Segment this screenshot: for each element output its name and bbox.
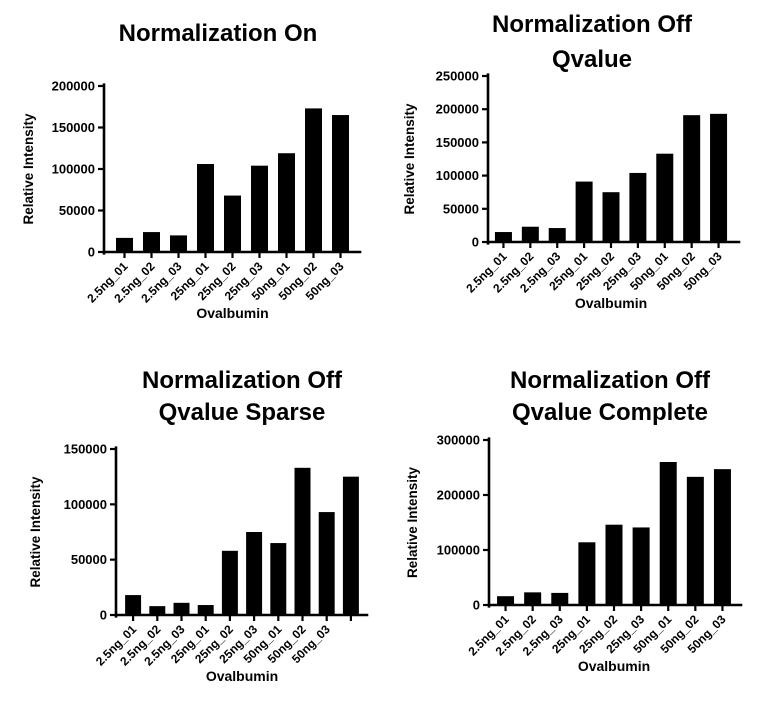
y-tick-label: 150000 xyxy=(436,135,479,150)
chart-title: Normalization On xyxy=(119,20,318,47)
y-tick-label: 0 xyxy=(100,608,107,623)
y-tick-label: 200000 xyxy=(52,79,95,94)
bar-2.5ng_01 xyxy=(116,237,133,252)
chart-normalization-on: Normalization On 0 50000 100000 150000 200000… xyxy=(21,20,362,321)
chart-title: Qvalue Complete xyxy=(512,399,708,426)
chart-title: Normalization Off xyxy=(492,11,693,38)
bar-25ng_01 xyxy=(197,605,214,615)
bar-25ng_03 xyxy=(632,527,650,605)
y-tick-label: 100000 xyxy=(52,162,95,177)
bar-25ng_02 xyxy=(221,550,238,615)
x-axis-label: Ovalbumin xyxy=(196,305,268,321)
y-tick-label: 300000 xyxy=(437,433,480,448)
bar-50ng_02 xyxy=(305,108,322,252)
bar-2.5ng_03 xyxy=(548,228,566,242)
bar-2.5ng_03 xyxy=(170,235,187,252)
bar-25ng_02 xyxy=(224,195,241,252)
y-tick-label: 100000 xyxy=(64,497,107,512)
y-tick-label: 150000 xyxy=(52,120,95,135)
bar-unlabeled xyxy=(342,476,359,615)
chart-title: Qvalue xyxy=(552,46,632,73)
bar-50ng_03 xyxy=(713,469,731,605)
bar-50ng_03 xyxy=(318,512,335,615)
bar-50ng_01 xyxy=(278,153,295,252)
bar-25ng_01 xyxy=(197,164,214,252)
bar-50ng_01 xyxy=(656,153,674,242)
bar-25ng_03 xyxy=(246,532,263,615)
bar-25ng_02 xyxy=(605,524,623,605)
y-tick-label: 200000 xyxy=(437,488,480,503)
chart-panel-normalization-off-qvalue-complete: Normalization Off Qvalue Complete 0 100000 2… xyxy=(384,360,768,720)
chart-title: Qvalue Sparse xyxy=(159,399,326,426)
x-axis-label: Ovalbumin xyxy=(578,658,650,674)
bar-2.5ng_01 xyxy=(125,595,142,615)
y-tick-label: 200000 xyxy=(436,102,479,117)
bar-25ng_03 xyxy=(629,172,647,242)
chart-normalization-off-qvalue-sparse: Normalization Off Qvalue Sparse 0 50000 1000… xyxy=(28,367,369,684)
bar-2.5ng_01 xyxy=(497,596,515,605)
y-tick-label: 50000 xyxy=(71,552,107,567)
bar-50ng_01 xyxy=(659,462,677,605)
y-tick-label: 100000 xyxy=(437,543,480,558)
bar-50ng_02 xyxy=(683,115,701,242)
bar-25ng_02 xyxy=(602,192,620,242)
bar-2.5ng_02 xyxy=(149,606,166,615)
y-axis-label: Relative Intensity xyxy=(402,103,417,215)
bar-25ng_03 xyxy=(251,165,268,252)
chart-panel-normalization-off-qvalue: Normalization Off Qvalue 0 50000 100000 15000… xyxy=(384,0,768,360)
y-tick-label: 150000 xyxy=(64,442,107,457)
y-axis-label: Relative Intensity xyxy=(28,476,43,588)
bar-2.5ng_01 xyxy=(494,232,512,242)
chart-panel-normalization-on: Normalization On 0 50000 100000 150000 200000… xyxy=(0,0,384,360)
y-tick-label: 250000 xyxy=(436,69,479,84)
bar-2.5ng_02 xyxy=(143,232,160,252)
y-tick-label: 0 xyxy=(88,245,95,260)
bar-50ng_02 xyxy=(294,467,311,615)
bar-50ng_03 xyxy=(332,115,349,252)
y-tick-label: 50000 xyxy=(59,203,95,218)
chart-normalization-off-qvalue-complete: Normalization Off Qvalue Complete 0 100000 2… xyxy=(405,367,743,674)
x-axis-label: Ovalbumin xyxy=(206,668,278,684)
bar-25ng_01 xyxy=(575,181,593,242)
x-axis-label: Ovalbumin xyxy=(575,295,647,311)
chart-title: Normalization Off xyxy=(510,367,711,394)
y-tick-label: 100000 xyxy=(436,168,479,183)
y-tick-label: 0 xyxy=(472,235,479,250)
chart-panel-normalization-off-qvalue-sparse: Normalization Off Qvalue Sparse 0 50000 1000… xyxy=(0,360,384,720)
y-axis-label: Relative Intensity xyxy=(405,466,420,578)
bar-2.5ng_02 xyxy=(521,226,539,242)
y-tick-label: 0 xyxy=(473,598,480,613)
chart-title: Normalization Off xyxy=(142,367,343,394)
bar-50ng_02 xyxy=(686,476,704,605)
bar-50ng_01 xyxy=(270,543,287,615)
bar-2.5ng_03 xyxy=(173,602,190,615)
bar-2.5ng_02 xyxy=(524,592,542,605)
bar-25ng_01 xyxy=(578,542,596,605)
chart-normalization-off-qvalue: Normalization Off Qvalue 0 50000 100000 15000… xyxy=(402,11,741,311)
bar-50ng_03 xyxy=(710,113,728,243)
y-tick-label: 50000 xyxy=(443,201,479,216)
y-axis-label: Relative Intensity xyxy=(21,113,36,225)
bar-2.5ng_03 xyxy=(551,592,569,605)
